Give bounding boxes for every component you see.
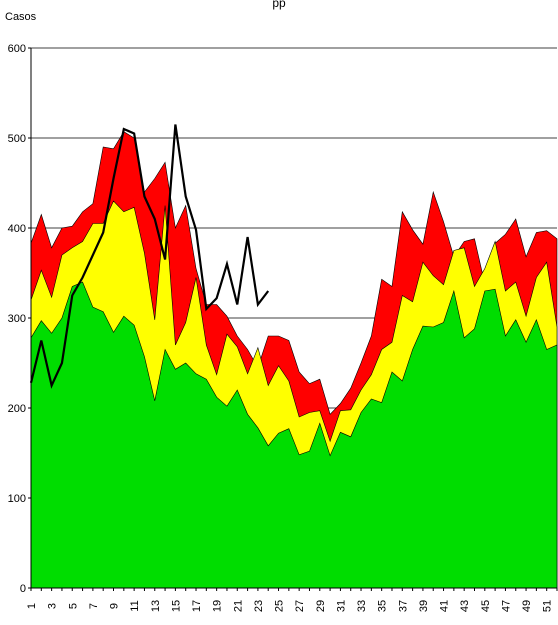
x-tick-label-9: 9 [109, 603, 121, 609]
axes [28, 47, 558, 591]
x-tick-label-37: 37 [397, 600, 409, 612]
y-tick-label-0: 0 [20, 583, 26, 595]
x-tick-label-49: 49 [521, 600, 533, 612]
x-tick-label-33: 33 [356, 600, 368, 612]
x-tick-label-11: 11 [129, 600, 141, 611]
x-tick-label-51: 51 [542, 600, 554, 612]
x-tick-label-17: 17 [191, 600, 203, 612]
x-tick-label-41: 41 [439, 600, 451, 612]
y-tick-label-100: 100 [8, 493, 26, 505]
x-tick-label-29: 29 [315, 600, 327, 612]
x-tick-label-25: 25 [274, 600, 286, 612]
x-tick-label-43: 43 [459, 600, 471, 612]
x-tick-label-35: 35 [377, 600, 389, 612]
x-tick-label-19: 19 [212, 600, 224, 612]
x-tick-label-39: 39 [418, 600, 430, 612]
x-tick-label-15: 15 [170, 600, 182, 612]
x-tick-label-21: 21 [232, 600, 244, 612]
y-tick-labels: 0 100 200 300 400 500 600 [8, 43, 26, 595]
x-tick-labels: 1 3 5 7 9 11 13 15 17 19 21 23 25 27 29 31 33 35 37 39 41 43 4… [26, 600, 554, 612]
chart-title: pp [272, 0, 286, 10]
y-axis-label: Casos [5, 11, 37, 23]
line-current-year [29, 124, 270, 389]
x-tick-label-27: 27 [294, 600, 306, 612]
y-tick-label-400: 400 [8, 223, 26, 235]
line-series-group [29, 124, 270, 389]
area-green [30, 281, 558, 589]
x-tick-label-23: 23 [253, 600, 265, 612]
y-tick-label-300: 300 [8, 313, 26, 325]
x-tick-label-5: 5 [67, 603, 79, 609]
x-tick-label-7: 7 [88, 603, 100, 609]
x-tick-label-1: 1 [26, 603, 38, 609]
x-tick-label-31: 31 [335, 600, 347, 612]
x-tick-label-47: 47 [500, 600, 512, 612]
x-tick-label-3: 3 [47, 603, 59, 609]
x-tick-label-45: 45 [480, 600, 492, 612]
x-tick-label-13: 13 [150, 600, 162, 612]
y-tick-label-200: 200 [8, 403, 26, 415]
y-tick-label-600: 600 [8, 43, 26, 55]
y-tick-label-500: 500 [8, 133, 26, 145]
